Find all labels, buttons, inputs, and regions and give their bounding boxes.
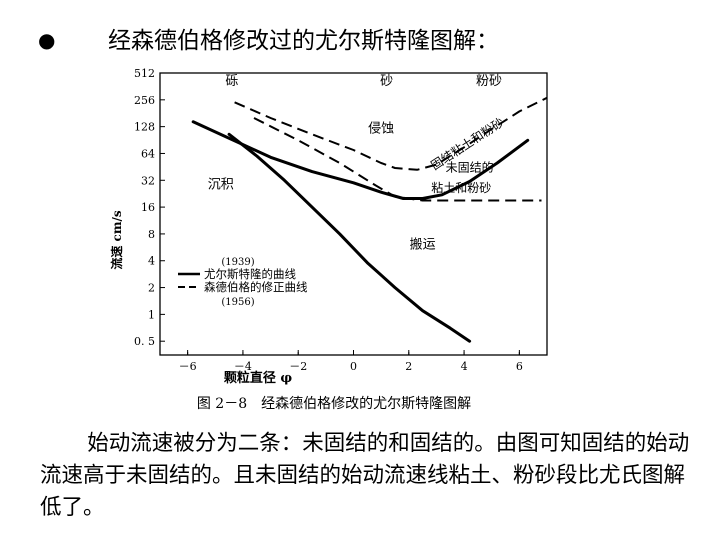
- body-paragraph: 始动流速被分为二条：未固结的和固结的。由图可知固结的始动流速高于未固结的。且未固…: [40, 431, 690, 520]
- grain-size-label: 砾: [225, 74, 238, 89]
- revised-curve: [253, 117, 542, 202]
- grain-size-label: 粉砂: [476, 74, 502, 89]
- plot-frame: [159, 72, 548, 356]
- x-tick-label: 2: [405, 360, 412, 373]
- y-tick-label: 512: [134, 67, 155, 80]
- hjulstrom-curve: [227, 132, 472, 343]
- region-label: 侵蚀: [368, 121, 394, 137]
- y-tick-label: 2: [148, 282, 155, 295]
- y-tick-label: 0. 5: [134, 335, 155, 348]
- x-tick-label: 6: [516, 360, 523, 373]
- y-axis-label: 流速 cm/s: [110, 210, 124, 270]
- y-tick-label: 32: [141, 174, 155, 187]
- slide-bullet: ●: [38, 28, 56, 52]
- region-label: 沉积: [208, 177, 234, 192]
- x-tick-label: －6: [179, 360, 197, 373]
- x-tick-label: 0: [350, 360, 357, 373]
- x-tick-label: 4: [461, 360, 468, 373]
- legend-dashed-label: 森德伯格的修正曲线: [204, 280, 308, 294]
- y-tick-label: 256: [134, 94, 155, 107]
- slide-body: 始动流速被分为二条：未固结的和固结的。由图可知固结的始动流速高于未固结的。且未固…: [40, 428, 690, 524]
- y-tick-label: 16: [141, 201, 155, 214]
- grain-size-label: 砂: [380, 74, 393, 89]
- figure-caption: 图 2－8 经森德伯格修改的尤尔斯特隆图解: [197, 396, 471, 412]
- curve-label: 粘土和粉砂: [431, 180, 491, 195]
- legend-year: (1956): [221, 297, 254, 308]
- region-label: 搬运: [410, 237, 436, 252]
- legend-year: (1939): [221, 257, 254, 268]
- y-tick-label: 8: [148, 228, 155, 241]
- y-tick-label: 128: [134, 121, 155, 134]
- x-tick-label: －4: [234, 360, 252, 373]
- hjulstrom-figure: 512 256 128 64 32 16 8 4 2 1 0. 5 －6 －4 －2 0 2 4 6 砾 砂 粉砂侵蚀…: [109, 62, 580, 417]
- y-tick-label: 4: [148, 255, 155, 268]
- y-tick-label: 64: [141, 147, 155, 160]
- hjulstrom-chart: 512 256 128 64 32 16 8 4 2 1 0. 5 －6 －4 －2 0 2 4 6 砾 砂 粉砂侵蚀…: [109, 67, 548, 412]
- slide-title: 经森德伯格修改过的尤尔斯特隆图解：: [108, 28, 499, 54]
- y-tick-label: 1: [148, 308, 155, 321]
- legend-solid-label: 尤尔斯特隆的曲线: [204, 267, 296, 281]
- revised-curve: [234, 96, 548, 171]
- x-tick-label: －2: [289, 360, 307, 373]
- curve-label: 未固结的: [446, 160, 494, 175]
- x-axis-label: 颗粒直径 φ: [224, 370, 293, 386]
